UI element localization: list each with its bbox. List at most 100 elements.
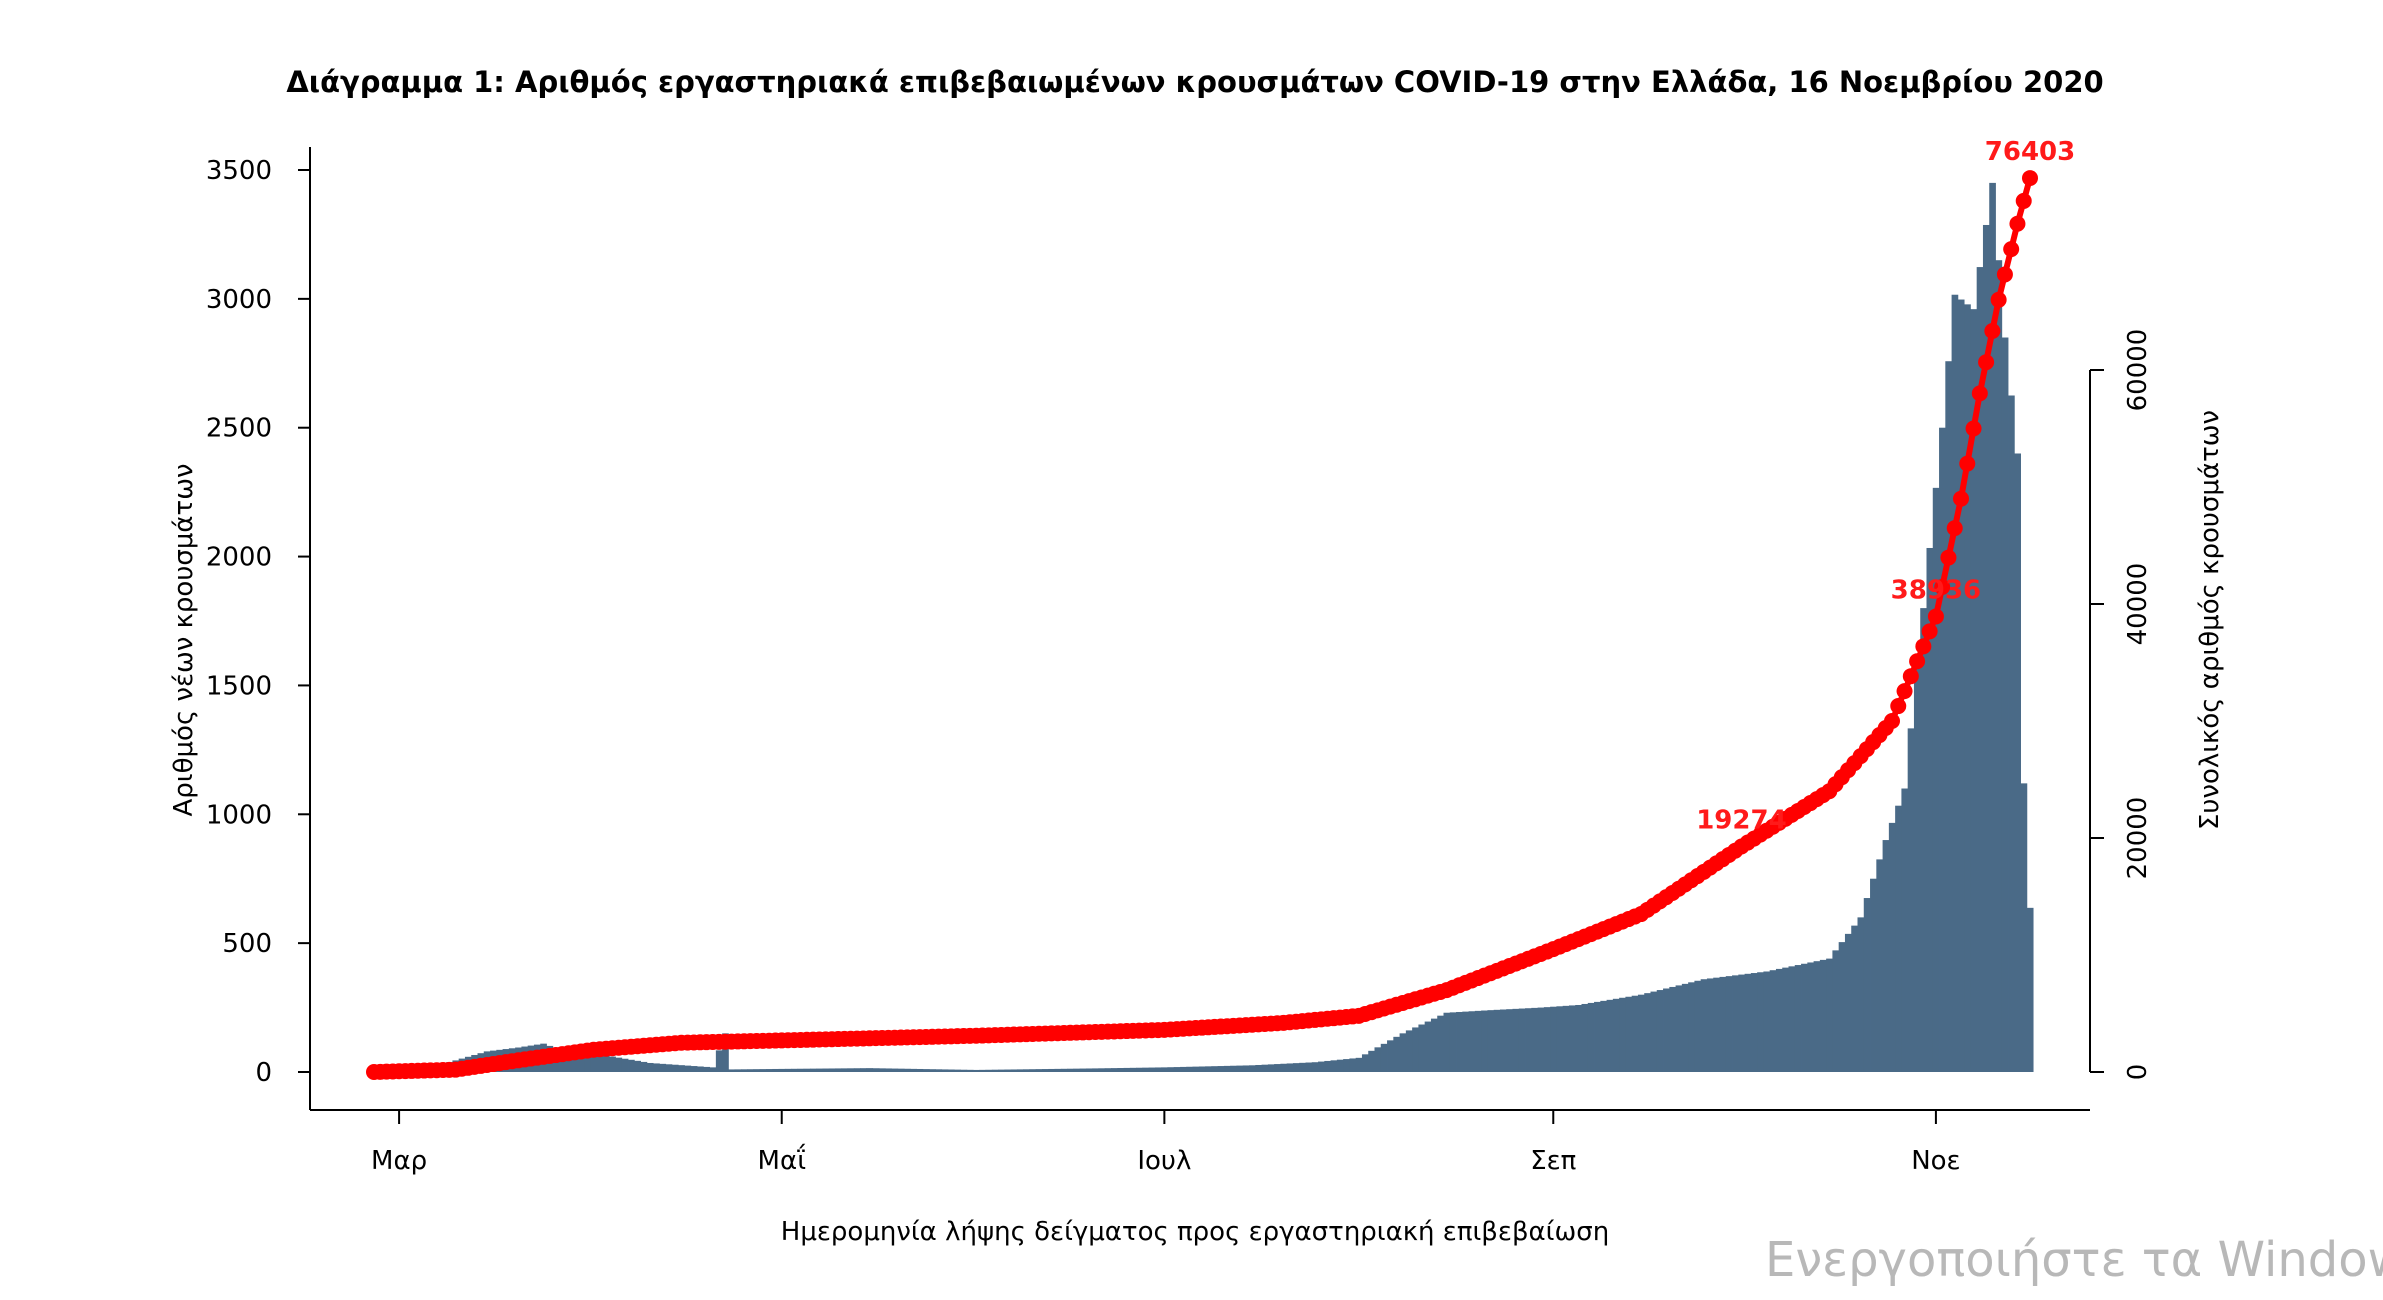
daily-case-bar bbox=[640, 1061, 648, 1072]
daily-case-bar bbox=[910, 1068, 917, 1072]
daily-case-bar bbox=[1399, 1033, 1407, 1072]
daily-case-bar bbox=[1324, 1060, 1331, 1072]
cumulative-point bbox=[1996, 266, 2013, 283]
daily-case-bar bbox=[1926, 547, 1934, 1072]
left-y-axis-ticks: 0 500 1000 1500 2000 2500 3000 3500 bbox=[206, 156, 310, 1088]
daily-case-bar bbox=[1537, 1007, 1545, 1072]
daily-case-bar bbox=[947, 1069, 955, 1072]
daily-case-bar bbox=[897, 1068, 905, 1072]
daily-case-bar bbox=[1042, 1069, 1049, 1072]
cumulative-point bbox=[2022, 170, 2038, 187]
cumulative-point bbox=[1927, 608, 1944, 625]
daily-case-bar bbox=[1838, 942, 1846, 1072]
daily-case-bar bbox=[1016, 1069, 1024, 1072]
daily-case-bar bbox=[621, 1058, 629, 1072]
cumulative-annotation-label: 38936 bbox=[1891, 575, 1981, 605]
cumulative-point bbox=[1959, 455, 1976, 472]
daily-case-bar bbox=[1456, 1011, 1463, 1072]
cumulative-point bbox=[2003, 241, 2020, 258]
cumulative-point bbox=[1909, 653, 1926, 670]
daily-case-bar bbox=[1305, 1062, 1313, 1072]
daily-case-bar bbox=[822, 1068, 830, 1072]
left-tick-label: 2500 bbox=[206, 414, 272, 444]
daily-case-bar bbox=[1713, 977, 1720, 1072]
daily-case-bar bbox=[1744, 973, 1752, 1072]
daily-case-bar bbox=[1493, 1009, 1501, 1072]
daily-case-bar bbox=[1035, 1069, 1043, 1072]
daily-case-bar bbox=[1957, 299, 1965, 1072]
daily-case-bar bbox=[1393, 1036, 1400, 1072]
daily-case-bar bbox=[1343, 1059, 1350, 1072]
daily-case-bar bbox=[891, 1068, 899, 1072]
daily-case-bar bbox=[628, 1059, 635, 1072]
daily-case-bar bbox=[1945, 361, 1952, 1073]
daily-case-bar bbox=[929, 1069, 936, 1072]
cumulative-point bbox=[1940, 549, 1957, 566]
left-tick-label: 3000 bbox=[206, 285, 272, 315]
left-tick-label: 1000 bbox=[206, 800, 272, 830]
daily-case-bar bbox=[1330, 1060, 1338, 1072]
daily-case-bar bbox=[1010, 1069, 1018, 1072]
daily-case-bar bbox=[847, 1068, 855, 1072]
daily-case-bar bbox=[1004, 1069, 1012, 1072]
daily-case-bar bbox=[1650, 991, 1658, 1072]
right-y-axis-label: Συνολικός αριθμός κρουσμάτων bbox=[2195, 410, 2225, 830]
daily-case-bar bbox=[1073, 1068, 1081, 1072]
daily-case-bar bbox=[684, 1065, 692, 1072]
daily-case-bar bbox=[1236, 1065, 1244, 1072]
cumulative-point bbox=[1896, 683, 1913, 700]
daily-case-bar bbox=[1644, 993, 1651, 1072]
x-tick-label: Νοε bbox=[1911, 1146, 1960, 1176]
daily-case-bar bbox=[1512, 1008, 1520, 1072]
daily-case-bar bbox=[1437, 1015, 1444, 1072]
daily-case-bar bbox=[1637, 994, 1645, 1072]
right-tick-label: 60000 bbox=[2123, 329, 2153, 412]
daily-case-bar bbox=[1192, 1066, 1200, 1072]
daily-case-bar bbox=[1851, 925, 1858, 1072]
daily-case-bar bbox=[778, 1068, 786, 1072]
daily-case-bar bbox=[1368, 1050, 1375, 1072]
daily-case-bar bbox=[866, 1068, 874, 1072]
cumulative-point bbox=[1946, 520, 1963, 537]
daily-case-bar bbox=[1619, 997, 1626, 1072]
left-tick-label: 1500 bbox=[206, 671, 272, 701]
daily-case-bar bbox=[1481, 1010, 1488, 1072]
windows-activation-watermark: Ενεργοποιήστε τα Windows bbox=[1765, 1232, 2383, 1288]
daily-case-bar bbox=[1844, 933, 1852, 1072]
daily-case-bar bbox=[1801, 963, 1808, 1072]
daily-case-bar bbox=[1964, 304, 1971, 1072]
daily-case-bar bbox=[1173, 1067, 1181, 1072]
daily-case-bar bbox=[960, 1069, 968, 1072]
daily-case-bar bbox=[784, 1068, 792, 1072]
daily-case-bar bbox=[1863, 898, 1871, 1072]
daily-case-bar bbox=[1675, 985, 1683, 1072]
daily-case-bar bbox=[1976, 267, 1984, 1072]
daily-case-bar bbox=[816, 1068, 823, 1072]
daily-case-bar bbox=[596, 1054, 604, 1072]
daily-case-bar bbox=[1085, 1068, 1093, 1072]
daily-case-bar bbox=[1813, 961, 1821, 1072]
daily-case-bar bbox=[1775, 968, 1783, 1072]
daily-case-bar bbox=[728, 1069, 736, 1072]
daily-case-bar bbox=[1951, 294, 1959, 1073]
cumulative-point bbox=[1934, 579, 1951, 596]
daily-case-bar bbox=[1788, 966, 1796, 1072]
daily-case-bar bbox=[1706, 978, 1714, 1072]
cumulative-point bbox=[1921, 623, 1938, 640]
daily-case-bar bbox=[1568, 1005, 1576, 1072]
daily-case-bar bbox=[835, 1068, 842, 1072]
daily-case-bar bbox=[791, 1068, 798, 1072]
daily-case-bar bbox=[1079, 1068, 1087, 1072]
x-tick-label: Ιουλ bbox=[1137, 1146, 1191, 1176]
daily-case-bar bbox=[671, 1064, 679, 1072]
daily-case-bar bbox=[1424, 1021, 1432, 1072]
daily-case-bar bbox=[1594, 1001, 1601, 1072]
daily-case-bar bbox=[1782, 967, 1789, 1072]
daily-case-bar bbox=[1054, 1068, 1062, 1072]
cumulative-line bbox=[373, 177, 2033, 1075]
daily-case-bar bbox=[991, 1069, 999, 1072]
daily-case-bar bbox=[1669, 986, 1676, 1072]
daily-case-bar bbox=[1311, 1062, 1319, 1072]
daily-case-bar bbox=[1374, 1047, 1382, 1072]
daily-case-bar bbox=[615, 1057, 623, 1072]
